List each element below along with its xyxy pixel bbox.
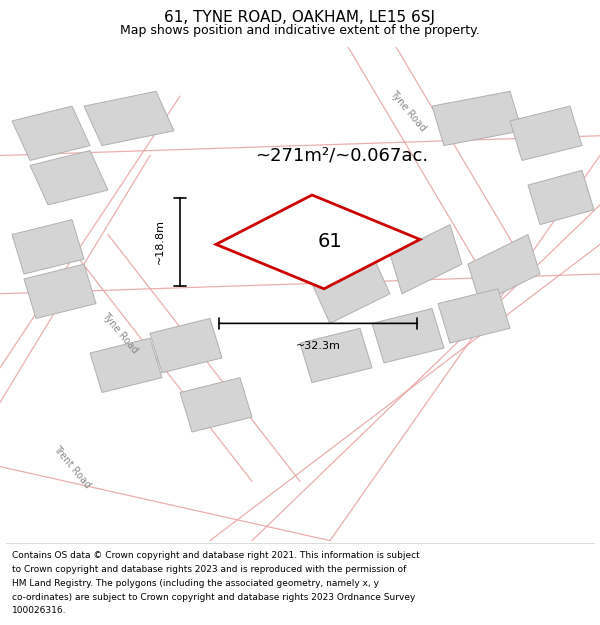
- Text: Trent Road: Trent Road: [52, 443, 92, 490]
- Polygon shape: [30, 151, 108, 205]
- Text: Tyne Road: Tyne Road: [100, 311, 140, 356]
- Polygon shape: [300, 328, 372, 382]
- Text: HM Land Registry. The polygons (including the associated geometry, namely x, y: HM Land Registry. The polygons (includin…: [12, 579, 379, 587]
- Text: Map shows position and indicative extent of the property.: Map shows position and indicative extent…: [120, 24, 480, 36]
- Polygon shape: [438, 289, 510, 343]
- Polygon shape: [510, 106, 582, 161]
- Polygon shape: [24, 264, 96, 318]
- Polygon shape: [180, 378, 252, 432]
- Polygon shape: [84, 91, 174, 146]
- Text: 61: 61: [317, 232, 343, 251]
- Polygon shape: [90, 338, 162, 392]
- Polygon shape: [432, 91, 522, 146]
- Polygon shape: [12, 219, 84, 274]
- Polygon shape: [528, 170, 594, 224]
- Polygon shape: [468, 234, 540, 304]
- Text: ~32.3m: ~32.3m: [296, 341, 340, 351]
- Polygon shape: [390, 224, 462, 294]
- Text: Tyne Road: Tyne Road: [388, 89, 428, 133]
- Polygon shape: [312, 254, 390, 323]
- Text: ~18.8m: ~18.8m: [155, 219, 165, 264]
- Polygon shape: [372, 309, 444, 363]
- Polygon shape: [216, 195, 420, 289]
- Text: ~271m²/~0.067ac.: ~271m²/~0.067ac.: [256, 146, 428, 164]
- Polygon shape: [150, 318, 222, 372]
- Text: 61, TYNE ROAD, OAKHAM, LE15 6SJ: 61, TYNE ROAD, OAKHAM, LE15 6SJ: [164, 10, 436, 25]
- Polygon shape: [12, 106, 90, 161]
- Text: Contains OS data © Crown copyright and database right 2021. This information is : Contains OS data © Crown copyright and d…: [12, 551, 420, 560]
- Text: 100026316.: 100026316.: [12, 606, 67, 616]
- Text: to Crown copyright and database rights 2023 and is reproduced with the permissio: to Crown copyright and database rights 2…: [12, 564, 406, 574]
- Text: co-ordinates) are subject to Crown copyright and database rights 2023 Ordnance S: co-ordinates) are subject to Crown copyr…: [12, 592, 415, 601]
